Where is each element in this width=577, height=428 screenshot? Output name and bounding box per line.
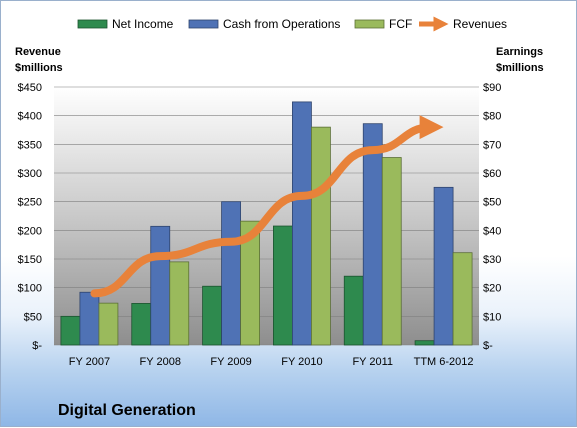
x-tick-label: FY 2011 (352, 356, 393, 368)
y-right-title-line2: $millions (496, 62, 544, 74)
gridlines (54, 86, 479, 346)
x-tick-label: FY 2010 (281, 356, 322, 368)
bar-cash-from-operations (150, 225, 171, 346)
y-right-tick-label: $- (483, 340, 493, 352)
y-left-title-line1: Revenue (15, 46, 61, 58)
y-right-tick-label: $30 (483, 254, 501, 266)
bar-net-income (343, 275, 364, 346)
y-left-tick-label: $50 (24, 311, 42, 323)
x-tick-label: FY 2009 (210, 356, 251, 368)
legend-swatch (188, 19, 219, 29)
revenue-trend-line (90, 115, 444, 298)
bar-cash-from-operations (433, 186, 454, 346)
y-right-tick-label: $50 (483, 197, 501, 209)
bar-fcf (240, 220, 260, 346)
legend-swatch (354, 19, 385, 29)
bar-fcf (381, 157, 402, 346)
tick-labels: $- $50 $100 $150 $200 $250 $300 $350 $400 $450 $- $… (18, 82, 502, 368)
y-right-tick-label: $40 (483, 225, 501, 237)
bars-group (60, 101, 473, 346)
bar-cash-from-operations (292, 101, 312, 346)
legend-label: Revenues (453, 17, 507, 31)
bar-cash-from-operations (221, 201, 241, 346)
bar-net-income (60, 315, 81, 346)
bar-net-income (414, 340, 435, 346)
bar-fcf (98, 302, 119, 346)
bar-net-income (273, 225, 293, 346)
bar-cash-from-operations (362, 123, 383, 346)
y-right-title-line1: Earnings (496, 46, 543, 58)
x-tick-label: TTM 6-2012 (414, 356, 474, 368)
bar-fcf (311, 126, 331, 346)
y-left-tick-label: $350 (18, 139, 42, 151)
y-left-tick-label: $250 (18, 197, 42, 209)
legend: Net Income Cash from Operations FCF Revenue… (77, 16, 507, 32)
y-left-tick-label: $200 (18, 225, 42, 237)
y-left-tick-label: $100 (18, 283, 42, 295)
legend-swatch (77, 19, 108, 29)
bar-cash-from-operations (79, 291, 100, 346)
y-right-tick-label: $80 (483, 111, 501, 123)
y-right-tick-label: $60 (483, 168, 501, 180)
y-left-tick-label: $450 (18, 82, 42, 94)
y-right-tick-label: $10 (483, 311, 501, 323)
y-right-tick-label: $70 (483, 139, 501, 151)
y-left-tick-label: $150 (18, 254, 42, 266)
bar-net-income (131, 303, 152, 346)
bar-fcf (169, 261, 190, 346)
y-left-tick-label: $300 (18, 168, 42, 180)
y-left-tick-label: $400 (18, 111, 42, 123)
x-tick-label: FY 2007 (69, 356, 110, 368)
x-tick-label: FY 2008 (140, 356, 181, 368)
y-left-title-line2: $millions (15, 62, 63, 74)
revenue-line-group (90, 115, 444, 298)
company-name: Digital Generation (58, 402, 196, 419)
y-right-tick-label: $20 (483, 283, 501, 295)
y-left-tick-label: $- (32, 340, 42, 352)
legend-label: FCF (389, 17, 412, 31)
bar-fcf (452, 252, 473, 346)
y-right-tick-label: $90 (483, 82, 501, 94)
legend-label: Cash from Operations (223, 17, 340, 31)
legend-label: Net Income (112, 17, 174, 31)
bar-net-income (202, 285, 222, 346)
